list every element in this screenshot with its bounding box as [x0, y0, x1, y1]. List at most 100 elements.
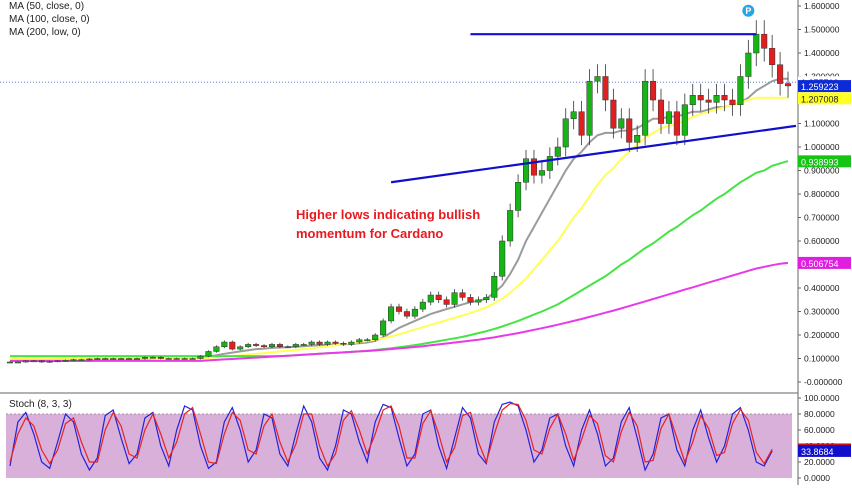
- candle-body-32: [261, 345, 268, 348]
- main-tick-label-16: -0.000000: [804, 377, 843, 387]
- candle-body-73: [586, 80, 593, 136]
- candle-body-17: [141, 357, 148, 359]
- candle-body-72: [578, 111, 585, 136]
- candle-body-28: [229, 341, 236, 350]
- candle-body-54: [435, 294, 442, 300]
- candle-body-6: [54, 360, 61, 363]
- stoch-tick-label-1: 80.0000: [804, 409, 835, 419]
- candle-body-10: [86, 358, 93, 361]
- candle-body-58: [467, 297, 474, 303]
- main-tick-label-13: 0.300000: [804, 307, 840, 317]
- candle-body-42: [340, 342, 347, 345]
- candle-body-7: [62, 360, 69, 362]
- candle-body-30: [245, 344, 252, 347]
- candle-body-56: [451, 292, 458, 305]
- candle-body-48: [388, 306, 395, 322]
- candle-body-26: [213, 346, 220, 352]
- main-price-tag-1: [798, 80, 851, 93]
- main-price-tag-label-3: 0.938993: [801, 157, 839, 167]
- ma-legend-0: MA (50, close, 0): [9, 1, 85, 12]
- candle-body-68: [546, 156, 553, 171]
- candle-body-75: [602, 76, 609, 101]
- candle-body-84: [673, 111, 680, 136]
- ma-line-3: [10, 261, 789, 362]
- candle-body-24: [197, 355, 204, 359]
- candle-body-91: [729, 99, 736, 105]
- candle-body-62: [499, 240, 506, 277]
- candle-body-15: [126, 358, 133, 360]
- stoch-tick-label-5: 0.0000: [804, 473, 830, 483]
- candle-body-46: [372, 334, 379, 340]
- stoch-line-1: [9, 402, 773, 468]
- candle-body-97: [777, 64, 784, 84]
- annotation-text: Higher lows indicating bullish momentum …: [296, 207, 481, 241]
- main-tick-label-8: 0.800000: [804, 189, 840, 199]
- candle-body-36: [292, 344, 299, 347]
- candle-body-4: [38, 360, 45, 363]
- candle-body-71: [570, 111, 577, 120]
- ma-legend-1: MA (100, close, 0): [9, 14, 90, 25]
- ma-line-2: [10, 160, 789, 358]
- candle-body-20: [165, 358, 172, 360]
- candle-body-35: [284, 346, 291, 348]
- candle-body-83: [665, 111, 672, 124]
- candle-body-25: [205, 351, 212, 357]
- ma-legend-2: MA (200, low, 0): [9, 27, 81, 38]
- candle-body-8: [70, 359, 77, 361]
- candle-body-82: [657, 99, 665, 124]
- candle-body-77: [618, 118, 625, 129]
- candle-body-9: [78, 359, 85, 361]
- candle-body-23: [189, 358, 196, 360]
- main-price-tag-label-2: 1.207008: [801, 94, 839, 104]
- main-tick-label-1: 1.500000: [804, 25, 840, 35]
- stoch-tick-label-0: 100.0000: [804, 393, 840, 403]
- marker-circle: [742, 4, 755, 17]
- candle-body-53: [427, 294, 434, 303]
- main-price-tag-4: [798, 256, 851, 269]
- main-tick-label-2: 1.400000: [804, 48, 840, 58]
- candle-body-89: [713, 95, 720, 103]
- candle-body-87: [697, 95, 704, 101]
- candle-body-27: [221, 341, 228, 347]
- candle-body-96: [769, 48, 776, 65]
- candle-body-60: [483, 297, 490, 300]
- candle-body-12: [102, 358, 109, 360]
- candle-body-18: [149, 357, 156, 359]
- candle-body-92: [737, 76, 744, 105]
- candle-body-43: [348, 341, 355, 345]
- candle-body-33: [268, 344, 275, 347]
- candle-body-95: [761, 33, 768, 49]
- candle-body-3: [30, 360, 37, 363]
- stoch-legend: Stoch (8, 3, 3): [9, 399, 72, 410]
- main-tick-label-0: 1.600000: [804, 1, 840, 11]
- stoch-price-tag-1: [798, 444, 851, 457]
- candle-body-38: [308, 341, 315, 345]
- main-tick-label-14: 0.200000: [804, 330, 840, 340]
- candle-body-81: [650, 80, 657, 101]
- candle-body-93: [745, 52, 752, 77]
- candle-body-70: [562, 118, 569, 148]
- candle-body-13: [110, 358, 117, 360]
- candle-body-57: [459, 292, 466, 298]
- candle-body-21: [173, 358, 180, 360]
- main-price-tag-label-1: 1.259223: [801, 82, 839, 92]
- main-tick-label-12: 0.400000: [804, 283, 840, 293]
- candle-body-79: [634, 135, 641, 143]
- main-price-tag-2: [798, 92, 851, 105]
- candle-body-59: [475, 299, 482, 303]
- candle-body-55: [443, 299, 450, 305]
- candle-body-34: [276, 344, 283, 347]
- candle-body-74: [594, 76, 601, 82]
- main-tick-label-6: 1.000000: [804, 142, 840, 152]
- trendline-support: [390, 124, 797, 184]
- candle-body-0: [6, 361, 13, 364]
- candle-body-52: [419, 301, 426, 310]
- candle-body-40: [324, 341, 331, 345]
- candle-body-37: [300, 344, 307, 346]
- candle-body-5: [46, 361, 53, 363]
- candle-body-51: [411, 308, 418, 317]
- candle-body-65: [523, 158, 530, 183]
- candle-body-31: [253, 344, 260, 346]
